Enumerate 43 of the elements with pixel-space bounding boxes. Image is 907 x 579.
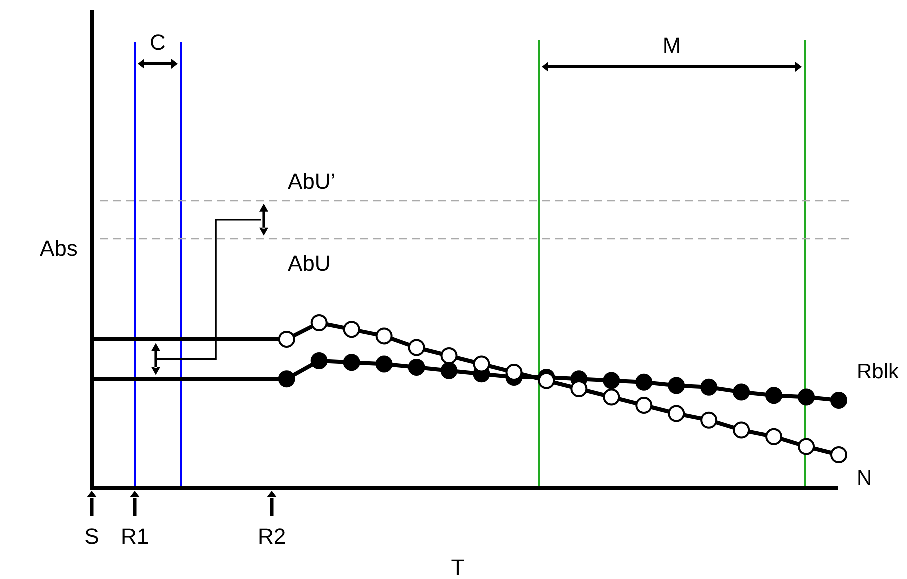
point: [700, 412, 718, 429]
point: [310, 352, 328, 370]
text: R1: [120, 524, 150, 549]
point: [376, 356, 393, 373]
point: [603, 388, 620, 406]
text: C: [150, 30, 166, 55]
point: [830, 392, 848, 410]
point: [766, 428, 783, 446]
point: [310, 314, 328, 332]
point: [343, 321, 360, 338]
point: [668, 405, 686, 422]
point: [570, 380, 588, 398]
point: [798, 388, 816, 406]
series-label: N: [857, 467, 872, 490]
point: [376, 328, 393, 345]
ref-line-label: AbU’: [288, 168, 336, 194]
x-axis-title: T: [451, 555, 465, 579]
point: [278, 331, 296, 348]
point: [830, 446, 848, 464]
point: [473, 356, 490, 373]
point: [440, 362, 458, 380]
point: [506, 364, 523, 381]
point: [636, 397, 653, 414]
point: [798, 438, 816, 456]
point: [440, 348, 458, 364]
text: R2: [258, 524, 286, 549]
point: [766, 387, 783, 404]
point: [408, 339, 426, 356]
point: [733, 422, 750, 439]
text: M: [662, 33, 682, 58]
point: [700, 378, 718, 396]
series-label: Rblk: [857, 360, 900, 384]
text: S: [84, 524, 100, 549]
y-axis-title: Abs: [40, 236, 78, 261]
point: [408, 359, 426, 376]
point: [343, 354, 360, 372]
ref-line-label: AbU: [288, 250, 331, 276]
point: [603, 372, 620, 390]
point: [278, 370, 296, 388]
point: [668, 377, 686, 394]
point: [636, 374, 653, 391]
point: [733, 384, 750, 401]
point: [538, 372, 556, 390]
